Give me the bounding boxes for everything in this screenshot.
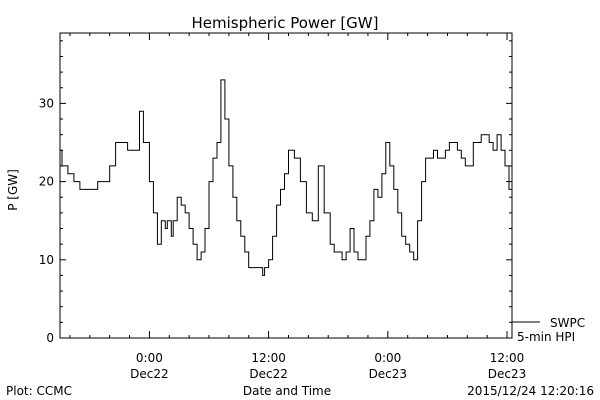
series-layer	[60, 79, 512, 276]
legend-line1: SWPC	[550, 316, 585, 330]
x-tick-time-label: 0:00	[136, 351, 163, 365]
y-axis-label: P [GW]	[6, 169, 20, 211]
series-line-hpi	[60, 79, 512, 276]
y-tick-label: 0	[46, 331, 54, 345]
x-tick-date-label: Dec22	[130, 367, 169, 381]
legend-line2: 5-min HPI	[517, 330, 575, 344]
legend: SWPC 5-min HPI	[512, 316, 585, 344]
x-tick-date-label: Dec23	[369, 367, 408, 381]
plot-frame	[59, 32, 513, 339]
x-tick-time-label: 0:00	[374, 351, 401, 365]
y-tick-label: 10	[39, 253, 54, 267]
x-tick-date-label: Dec22	[249, 367, 288, 381]
x-tick-date-label: Dec23	[488, 367, 527, 381]
y-tick-label: 30	[39, 96, 54, 110]
y-tick-label: 20	[39, 175, 54, 189]
x-tick-time-label: 12:00	[490, 351, 525, 365]
chart-title: Hemispheric Power [GW]	[192, 14, 379, 32]
x-tick-time-label: 12:00	[251, 351, 286, 365]
timestamp: 2015/12/24 12:20:16	[467, 384, 594, 398]
x-axis-label: Date and Time	[243, 384, 331, 398]
plot-credit: Plot: CCMC	[6, 384, 72, 398]
x-axis-ticks: 0:00Dec2212:00Dec220:00Dec2312:00Dec230:…	[69, 33, 527, 381]
